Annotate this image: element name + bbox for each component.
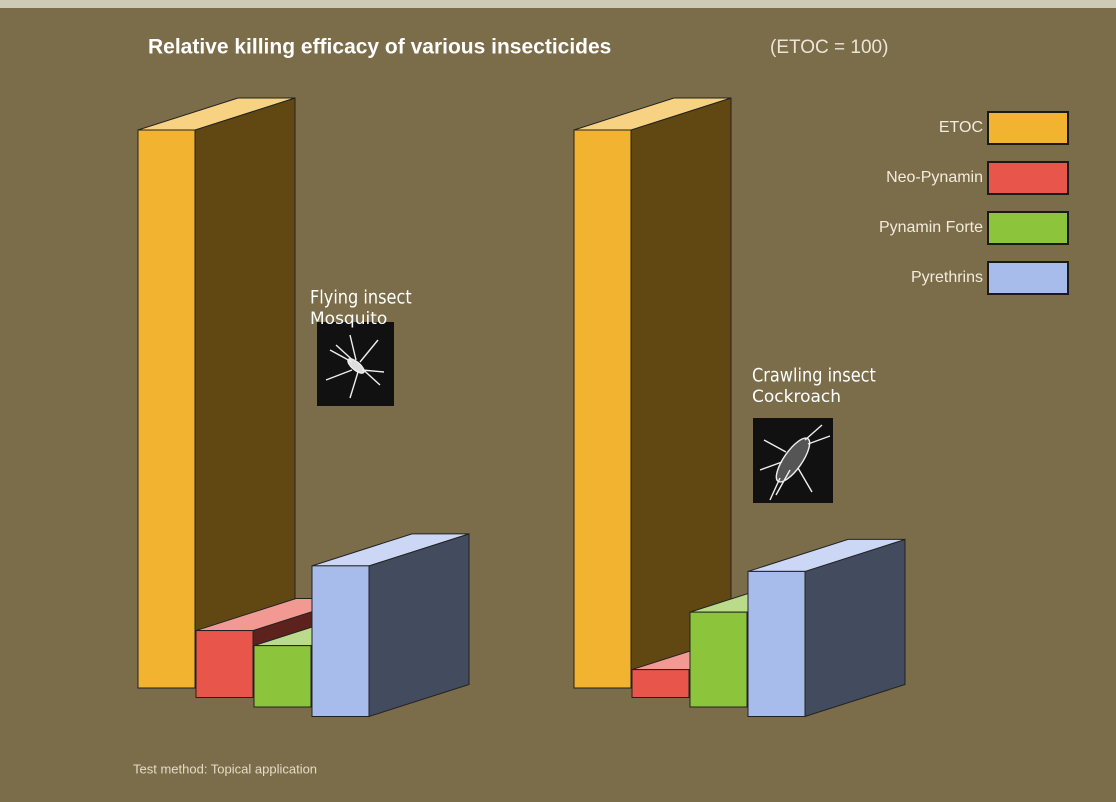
chart-subtitle: (ETOC = 100) xyxy=(770,37,888,58)
group-label: Cockroach xyxy=(752,387,841,407)
legend-swatch xyxy=(988,162,1068,194)
top-margin xyxy=(0,0,1116,8)
legend-swatch xyxy=(988,212,1068,244)
chart: Relative killing efficacy of various ins… xyxy=(0,0,1116,797)
group-type-label: Crawling insect xyxy=(752,365,876,387)
chart-title: Relative killing efficacy of various ins… xyxy=(148,36,611,59)
bar-side xyxy=(195,98,295,688)
mosquito-icon xyxy=(317,322,394,406)
page: {"chart_data": {"type": "bar3d", "title"… xyxy=(0,0,1116,797)
legend-label: Pyrethrins xyxy=(911,269,983,286)
footnote: Test method: Topical application xyxy=(133,761,317,776)
bar xyxy=(632,670,689,698)
bar-side xyxy=(631,98,731,688)
group-label: Mosquito xyxy=(310,309,387,329)
legend-label: ETOC xyxy=(939,119,983,136)
legend-swatch xyxy=(988,112,1068,144)
bar xyxy=(690,612,747,707)
bar xyxy=(254,646,311,707)
bar xyxy=(312,566,369,717)
bar xyxy=(196,631,253,698)
bar xyxy=(574,130,631,688)
group-type-label: Flying insect xyxy=(310,287,412,309)
bar xyxy=(138,130,195,688)
legend-label: Pynamin Forte xyxy=(879,219,983,236)
cockroach-icon xyxy=(753,418,833,503)
legend-swatch xyxy=(988,262,1068,294)
legend-label: Neo-Pynamin xyxy=(886,169,983,186)
bar xyxy=(748,571,805,716)
